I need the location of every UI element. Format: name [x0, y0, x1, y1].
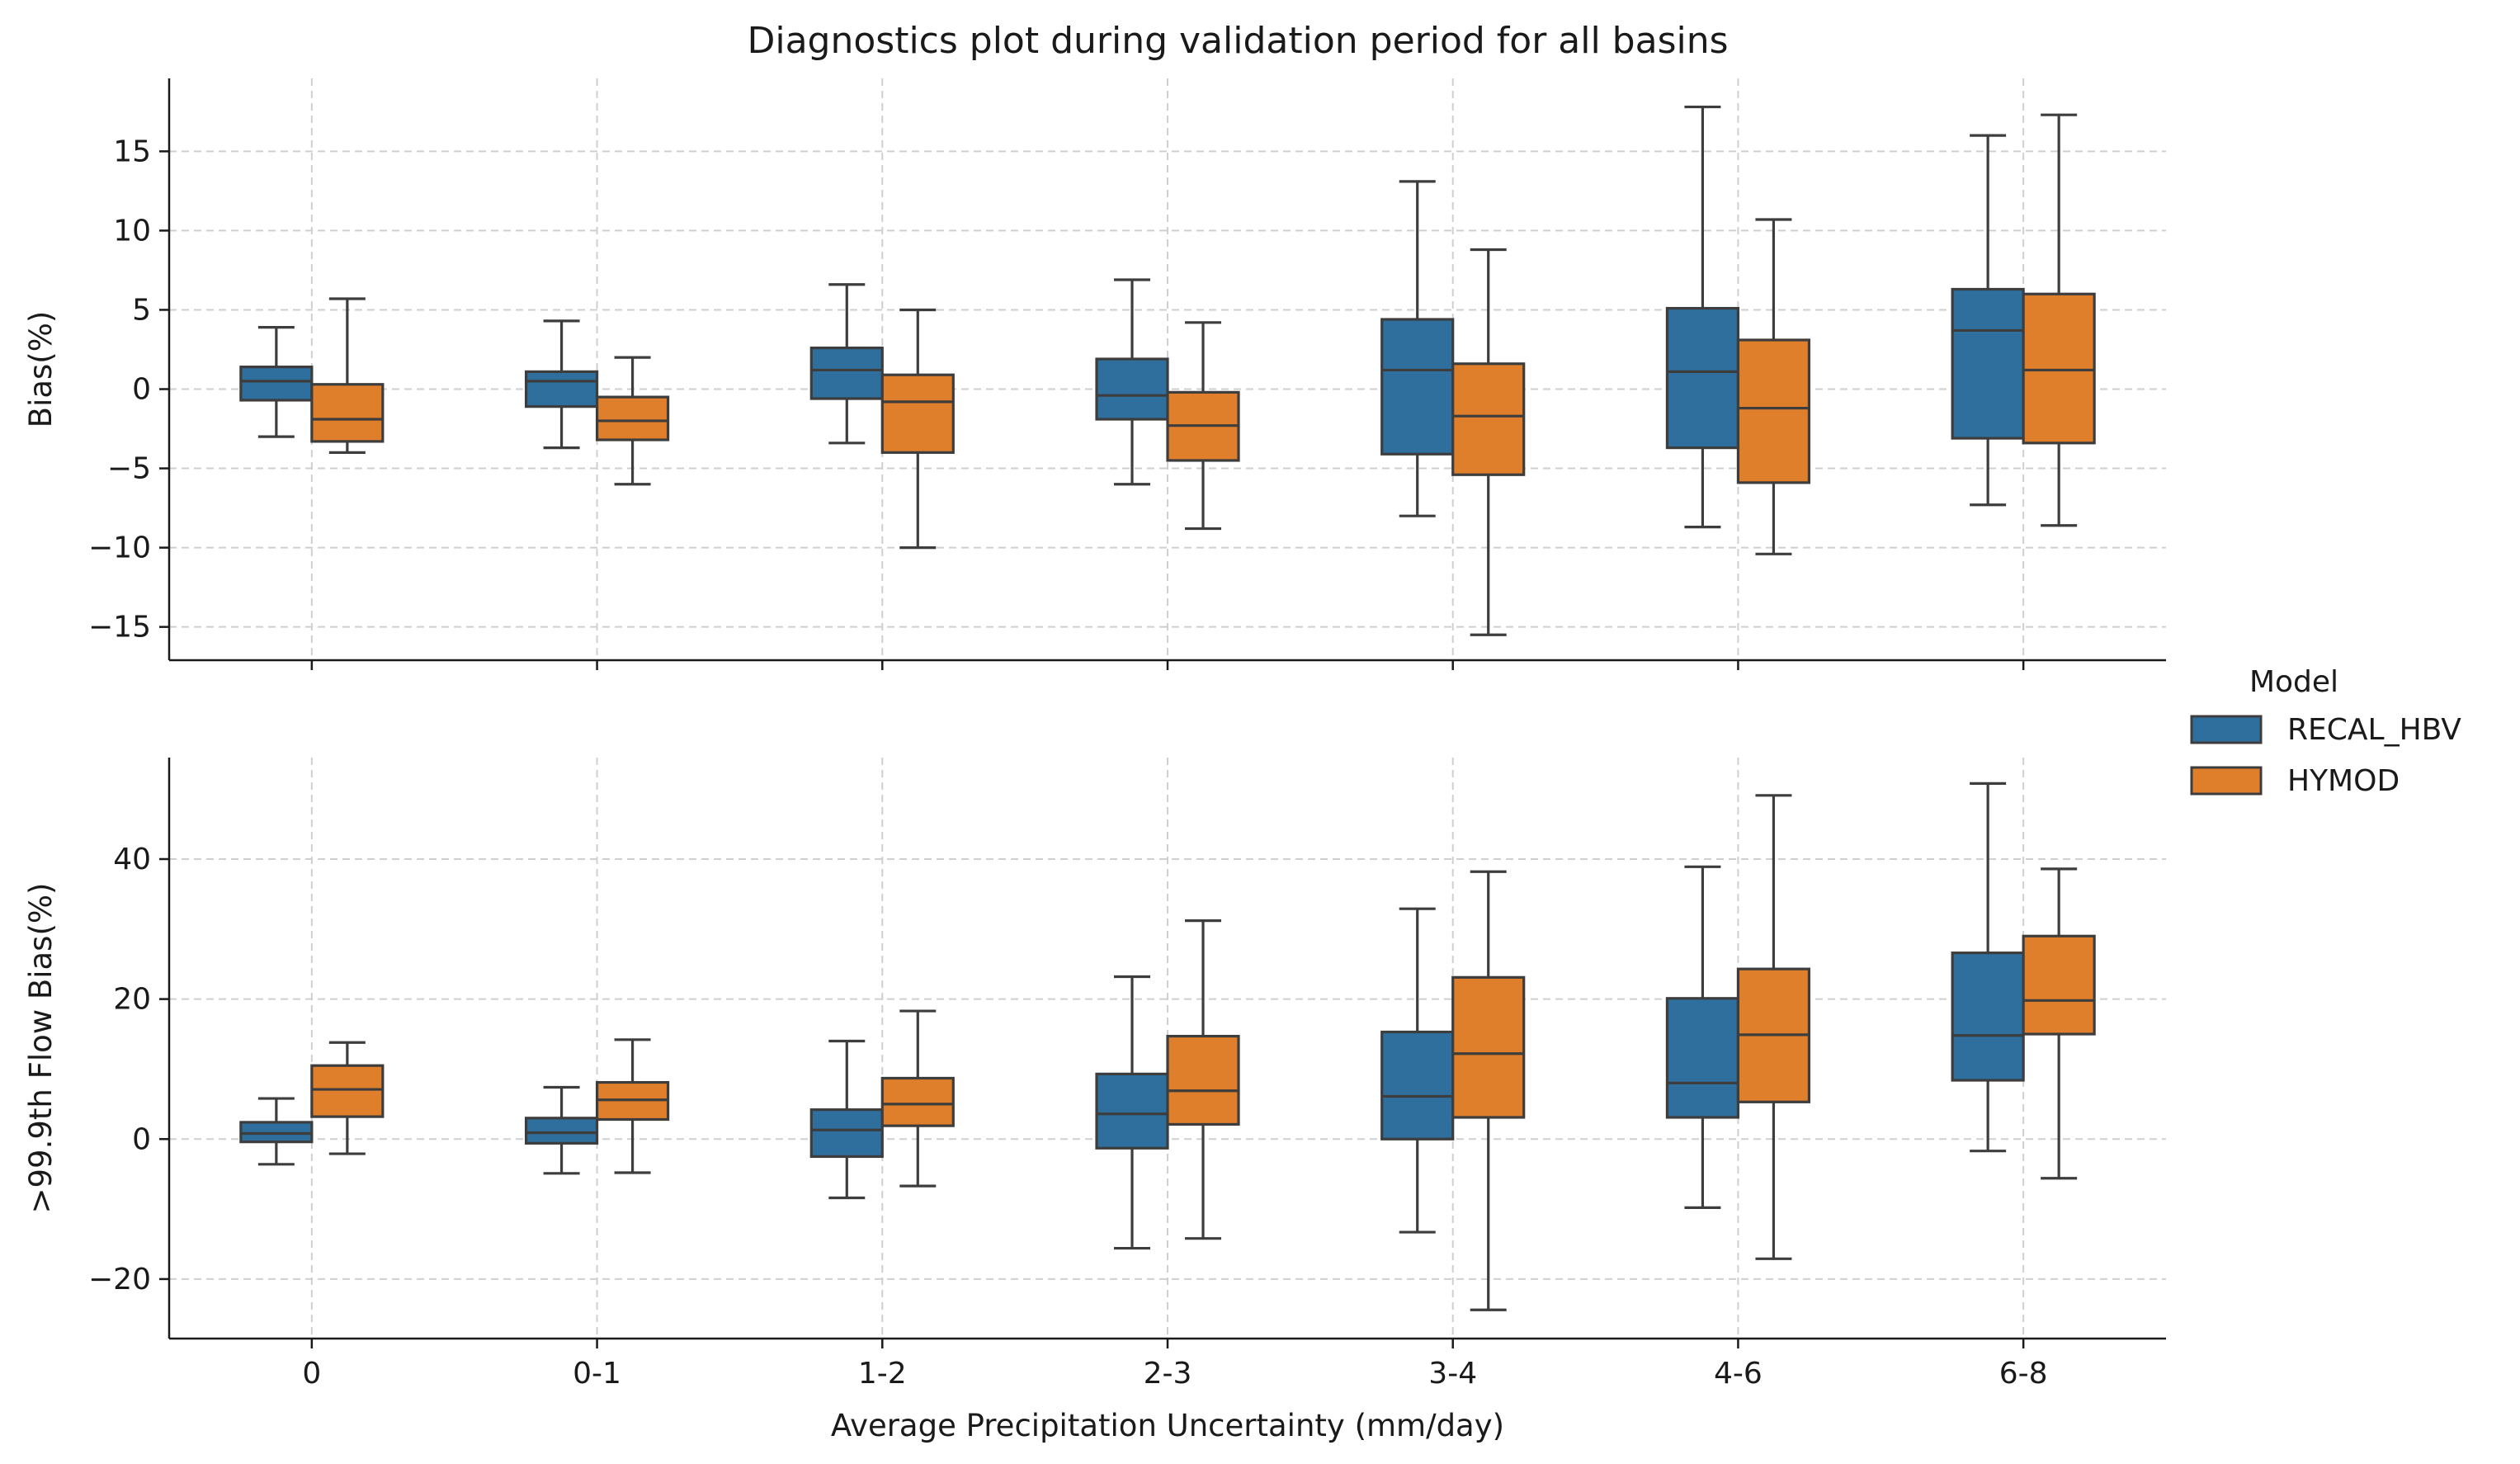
y-axis-label: Bias(%) [23, 311, 59, 428]
iqr-box [524, 1117, 599, 1145]
iqr-box [524, 370, 599, 409]
legend-label: HYMOD [2287, 764, 2400, 798]
iqr-box [595, 395, 670, 442]
box-recal-hbv-1-2 [809, 283, 884, 445]
y-tick-label: 10 [113, 214, 151, 248]
x-tick-label: 2-3 [1144, 1357, 1192, 1391]
box-recal-hbv-2-3 [1095, 975, 1169, 1250]
box-hymod-0 [310, 297, 385, 454]
iqr-box [1665, 306, 1740, 450]
x-tick-label: 1-2 [858, 1357, 907, 1391]
legend: Model RECAL_HBV HYMOD [2190, 665, 2461, 798]
iqr-box [880, 373, 955, 454]
box-recal-hbv-0 [239, 1097, 314, 1166]
legend-swatch [2190, 766, 2263, 796]
box-recal-hbv-3-4 [1380, 907, 1455, 1234]
iqr-box [1095, 1072, 1169, 1150]
x-tick-label: 6-8 [1999, 1357, 2048, 1391]
box-hymod-3-4 [1451, 248, 1526, 636]
box-recal-hbv-0-1 [524, 1085, 599, 1175]
box-hymod-2-3 [1166, 919, 1240, 1240]
iqr-box [1380, 1030, 1455, 1141]
y-tick-label: −15 [88, 611, 151, 645]
y-tick-label: −5 [107, 452, 151, 486]
panel-1: −15 −10 −5 0 5 10 15 Bias(%) [23, 78, 2166, 670]
box-hymod-0-1 [595, 356, 670, 486]
panel-2: −20 0 20 40 0 0-1 1-2 2-3 3-4 4-6 6-8 >99.9th Flow … [23, 758, 2166, 1391]
y-tick-label: 20 [113, 983, 151, 1017]
box-recal-hbv-3-4 [1380, 180, 1455, 517]
legend-entry-hymod: HYMOD [2190, 764, 2400, 798]
box-recal-hbv-1-2 [809, 1039, 884, 1200]
y-tick-label: −20 [88, 1263, 151, 1296]
box-hymod-6-8 [2022, 113, 2096, 527]
iqr-box [880, 1076, 955, 1127]
box-hymod-1-2 [880, 308, 955, 550]
box-hymod-1-2 [880, 1009, 955, 1188]
iqr-box [1166, 1034, 1240, 1126]
box-hymod-2-3 [1166, 321, 1240, 531]
iqr-box [2022, 934, 2096, 1036]
box-recal-hbv-0 [239, 325, 314, 438]
iqr-box [1095, 357, 1169, 421]
x-tick-label: 4-6 [1714, 1357, 1763, 1391]
iqr-box [1665, 997, 1740, 1119]
x-tick-label: 0 [302, 1357, 321, 1391]
box-recal-hbv-4-6 [1665, 105, 1740, 529]
iqr-box [1951, 287, 2025, 440]
chart-title: Diagnostics plot during validation perio… [747, 20, 1728, 62]
iqr-box [2022, 292, 2096, 445]
legend-title: Model [2249, 665, 2338, 699]
box-recal-hbv-6-8 [1951, 782, 2025, 1153]
iqr-box [239, 366, 314, 402]
y-tick-label: 40 [113, 843, 151, 876]
iqr-box [1451, 975, 1526, 1119]
box-recal-hbv-0-1 [524, 319, 599, 450]
iqr-box [1736, 338, 1811, 484]
iqr-box [1380, 318, 1455, 456]
iqr-box [310, 383, 385, 443]
box-hymod-0-1 [595, 1038, 670, 1174]
box-hymod-4-6 [1736, 794, 1811, 1260]
x-tick-label: 3-4 [1428, 1357, 1477, 1391]
box-hymod-4-6 [1736, 218, 1811, 555]
x-tick-label: 0-1 [573, 1357, 621, 1391]
legend-swatch [2190, 715, 2263, 744]
iqr-box [809, 1108, 884, 1159]
iqr-box [1451, 362, 1526, 476]
y-tick-label: 5 [132, 293, 151, 327]
box-hymod-0 [310, 1041, 385, 1155]
y-tick-label: 0 [132, 373, 151, 407]
box-recal-hbv-2-3 [1095, 278, 1169, 486]
iqr-box [310, 1064, 385, 1118]
box-recal-hbv-6-8 [1951, 134, 2025, 507]
panels: −15 −10 −5 0 5 10 15 Bias(%) −20 0 20 40 0 0-1 1-2 2-3 3… [23, 78, 2166, 1391]
box-recal-hbv-4-6 [1665, 865, 1740, 1209]
y-tick-label: 15 [113, 135, 151, 168]
x-axis-label: Average Precipitation Uncertainty (mm/da… [831, 1408, 1504, 1443]
y-axis-label: >99.9th Flow Bias(%) [23, 883, 59, 1214]
y-tick-label: −10 [88, 531, 151, 565]
legend-label: RECAL_HBV [2287, 713, 2461, 747]
iqr-box [809, 346, 884, 400]
box-hymod-6-8 [2022, 867, 2096, 1180]
iqr-box [239, 1121, 314, 1144]
legend-entry-recal-hbv: RECAL_HBV [2190, 713, 2461, 747]
box-hymod-3-4 [1451, 870, 1526, 1311]
y-tick-label: 0 [132, 1122, 151, 1156]
iqr-box [1951, 952, 2025, 1082]
